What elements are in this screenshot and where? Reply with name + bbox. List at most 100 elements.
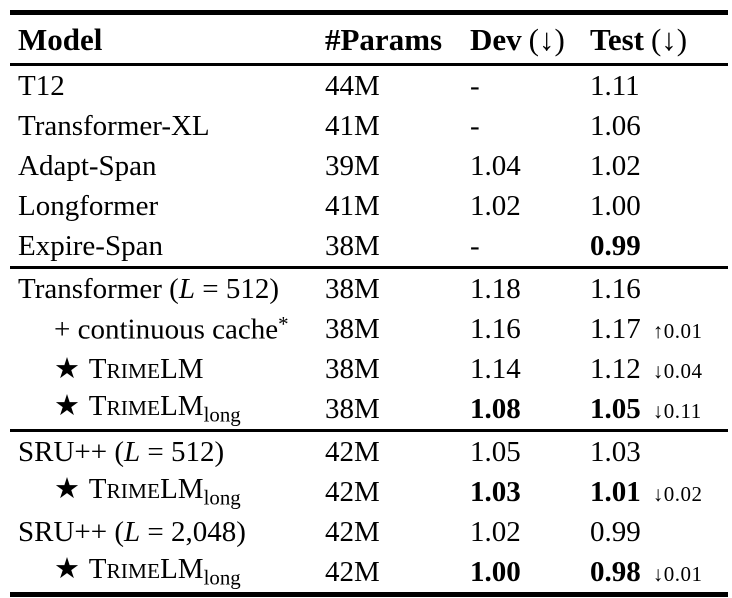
test-cell: 0.98 ↓0.01 <box>590 555 728 588</box>
table-row: Transformer-XL 41M - 1.06 <box>10 106 728 146</box>
model-name: ★ TRIMELM <box>18 355 325 384</box>
model-name-part: RIME <box>106 358 161 383</box>
table-header-row: Model #Params Dev (↓) Test (↓) <box>10 15 728 63</box>
model-name: T12 <box>18 72 325 101</box>
test-cell: 1.17 ↑0.01 <box>590 312 728 345</box>
section-rule <box>10 266 728 269</box>
model-name-part: + continuous cache <box>54 313 279 345</box>
model-name: ★ TRIMELMlong <box>18 475 325 508</box>
section-rule <box>10 429 728 432</box>
model-name-part: LM <box>160 555 204 586</box>
model-name-part: = 2,048) <box>140 517 246 547</box>
test-value: 1.16 <box>590 272 641 305</box>
header-model-label: Model <box>18 23 103 55</box>
model-name: SRU++ (L = 2,048) <box>18 518 325 547</box>
test-cell: 1.00 <box>590 191 728 221</box>
model-name-part: T <box>82 354 107 384</box>
params-value: 38M <box>325 352 380 385</box>
model-name-part: L <box>178 274 195 304</box>
test-delta: ↓0.02 <box>652 481 703 506</box>
header-params: #Params <box>325 24 470 55</box>
test-cell: 0.99 <box>590 515 728 548</box>
dev-value: - <box>470 229 480 262</box>
test-cell: 1.16 <box>590 272 728 305</box>
test-value: 1.03 <box>590 435 641 468</box>
header-params-label: #Params <box>325 21 443 57</box>
test-value: 0.98 <box>590 555 641 588</box>
model-name-part: Expire-Span <box>18 231 163 261</box>
model-name-part: T12 <box>18 71 65 101</box>
test-delta: ↓0.04 <box>652 358 703 383</box>
model-name: SRU++ (L = 512) <box>18 438 325 467</box>
bottom-rule <box>10 592 728 597</box>
header-dev-arrow: (↓) <box>528 21 565 57</box>
test-cell: 0.99 <box>590 231 728 261</box>
table-body: T12 44M - 1.11 Transformer-XL 41M - 1.06… <box>10 66 728 592</box>
dev-value: 1.08 <box>470 392 521 425</box>
model-name-part: = 512) <box>194 274 279 304</box>
model-name: Transformer (L = 512) <box>18 275 325 304</box>
model-name-part: SRU++ ( <box>18 437 125 467</box>
model-name-part: L <box>124 517 141 547</box>
model-name-part: RIME <box>106 396 161 421</box>
table-row: + continuous cache* 38M 1.16 1.17 ↑0.01 <box>10 309 728 349</box>
model-name-part: T <box>82 555 107 586</box>
table-row: Longformer 41M 1.02 1.00 <box>10 186 728 226</box>
model-name-part: Adapt-Span <box>18 151 157 181</box>
test-cell: 1.11 <box>590 69 728 102</box>
test-delta: ↓0.01 <box>652 561 703 586</box>
params-value: 38M <box>325 229 380 262</box>
test-value: 0.99 <box>590 515 641 548</box>
table-row: Adapt-Span 39M 1.04 1.02 <box>10 146 728 186</box>
dev-value: - <box>470 109 480 142</box>
test-value: 1.01 <box>590 475 641 508</box>
model-name-part: T <box>82 475 107 506</box>
params-value: 41M <box>325 109 380 142</box>
model-name: + continuous cache* <box>18 314 325 344</box>
header-test: Test (↓) <box>590 24 728 55</box>
model-name-part: LM <box>160 392 204 423</box>
test-value: 1.17 <box>590 312 641 345</box>
top-rule <box>10 10 728 15</box>
header-model: Model <box>18 24 325 55</box>
header-rule <box>10 63 728 66</box>
table-section: Transformer (L = 512) 38M 1.18 1.16 + co… <box>10 269 728 429</box>
model-name: Expire-Span <box>18 232 325 261</box>
test-cell: 1.03 <box>590 435 728 468</box>
dev-value: 1.14 <box>470 352 521 385</box>
table-row: ★ TRIMELMlong 38M 1.08 1.05 ↓0.11 <box>10 389 728 429</box>
params-value: 39M <box>325 149 380 182</box>
table-row: SRU++ (L = 512) 42M 1.05 1.03 <box>10 432 728 472</box>
dev-value: 1.03 <box>470 475 521 508</box>
dev-value: 1.18 <box>470 272 521 305</box>
model-name: Longformer <box>18 192 325 221</box>
model-name-part: SRU++ ( <box>18 517 125 547</box>
params-value: 42M <box>325 515 380 548</box>
model-name-part: T <box>82 392 107 423</box>
dev-value: - <box>470 69 480 102</box>
test-cell: 1.02 <box>590 151 728 181</box>
table-row: ★ TRIMELMlong 42M 1.03 1.01 ↓0.02 <box>10 472 728 512</box>
model-name-part: = 512) <box>140 437 225 467</box>
test-value: 1.11 <box>590 69 640 102</box>
model-name-part: long <box>203 485 241 509</box>
params-value: 42M <box>325 555 380 588</box>
test-cell: 1.01 ↓0.02 <box>590 475 728 508</box>
model-name-part: Transformer-XL <box>18 111 210 141</box>
header-dev-label: Dev <box>470 21 522 57</box>
model-name: ★ TRIMELMlong <box>18 392 325 425</box>
params-value: 38M <box>325 312 380 345</box>
test-value: 1.06 <box>590 109 641 142</box>
dev-value: 1.00 <box>470 555 521 588</box>
test-delta: ↑0.01 <box>652 318 703 343</box>
dev-value: 1.16 <box>470 312 521 345</box>
dev-value: 1.04 <box>470 149 521 182</box>
test-cell: 1.06 <box>590 109 728 142</box>
header-test-arrow: (↓) <box>650 21 688 57</box>
table-row: SRU++ (L = 2,048) 42M 1.02 0.99 <box>10 512 728 552</box>
model-name: Adapt-Span <box>18 152 325 181</box>
table-row: ★ TRIMELM 38M 1.14 1.12 ↓0.04 <box>10 349 728 389</box>
star-icon: ★ <box>54 475 80 506</box>
params-value: 42M <box>325 435 380 468</box>
model-name: Transformer-XL <box>18 112 325 141</box>
